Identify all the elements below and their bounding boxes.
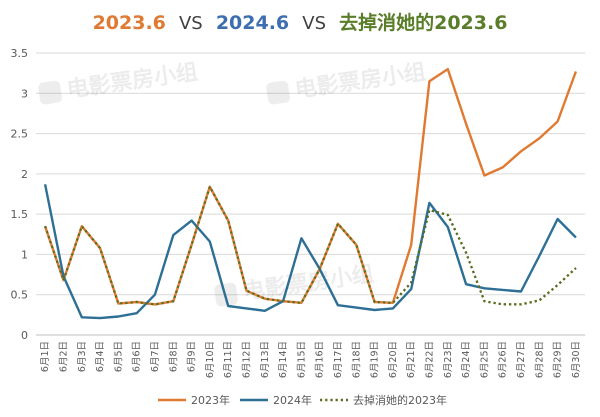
title-2023: 2023.6: [93, 12, 166, 34]
series-line-1: [43, 184, 577, 320]
x-tick-label: 6月11日: [223, 341, 234, 378]
x-tick-label: 6月14日: [278, 341, 289, 378]
y-axis: 0 0.5 1 1.5 2 2.5 3 3.5: [11, 47, 29, 342]
x-tick-label: 6月25日: [479, 341, 490, 378]
series-line-dotted-overlay: [44, 183, 577, 306]
title-removed-2023: 去掉消她的2023.6: [339, 11, 507, 34]
y-tick-label: 2.5: [11, 128, 29, 141]
y-tick-label: 1.5: [11, 208, 29, 221]
x-tick-label: 6月4日: [95, 341, 106, 372]
x-tick-label: 6月26日: [498, 341, 509, 378]
x-tick-label: 6月28日: [534, 341, 545, 378]
title-vs-2: VS: [302, 13, 326, 34]
x-tick-label: 6月30日: [571, 341, 582, 378]
x-tick-label: 6月9日: [187, 341, 198, 372]
x-tick-label: 6月10日: [205, 341, 216, 378]
watermark-logo: 电影票房小组: [266, 59, 428, 105]
legend-label-2: 去掉消她的2023年: [353, 393, 447, 407]
title-vs-1: VS: [179, 13, 203, 34]
x-tick-label: 6月27日: [516, 341, 527, 378]
x-tick-label: 6月6日: [132, 341, 143, 372]
x-tick-label: 6月8日: [168, 341, 179, 372]
y-tick-label: 3: [21, 87, 28, 100]
series-lines: [43, 67, 578, 320]
x-tick-label: 6月22日: [424, 341, 435, 378]
x-tick-label: 6月19日: [370, 341, 381, 378]
legend: 2023年 2024年 去掉消她的2023年: [158, 393, 447, 407]
legend-label-1: 2024年: [273, 393, 312, 407]
chart-title: 2023.6 VS 2024.6 VS 去掉消她的2023.6: [93, 11, 508, 34]
watermark-text: 电影票房小组: [241, 261, 375, 305]
watermark-logo: 电影票房小组: [38, 59, 200, 105]
x-axis: 6月1日 6月2日 6月3日 6月4日 6月5日 6月6日 6月7日 6月8日 6月9日 6月10…: [40, 341, 582, 378]
x-tick-label: 6月5日: [113, 341, 124, 372]
y-tick-label: 3.5: [11, 47, 29, 60]
x-tick-label: 6月23日: [443, 341, 454, 378]
x-tick-label: 6月17日: [333, 341, 344, 378]
x-tick-label: 6月12日: [241, 341, 252, 378]
x-tick-label: 6月20日: [388, 341, 399, 378]
series-line-0: [43, 67, 578, 306]
x-tick-label: 6月21日: [406, 341, 417, 378]
x-tick-label: 6月13日: [260, 341, 271, 378]
watermark-text: 电影票房小组: [293, 59, 427, 103]
y-tick-label: 0: [21, 329, 28, 342]
x-tick-label: 6月18日: [351, 341, 362, 378]
x-tick-label: 6月15日: [296, 341, 307, 378]
x-tick-label: 6月24日: [461, 341, 472, 378]
y-tick-label: 1: [21, 248, 28, 261]
watermark-text: 电影票房小组: [65, 59, 199, 103]
x-tick-label: 6月7日: [150, 341, 161, 372]
x-tick-label: 6月29日: [553, 341, 564, 378]
y-tick-label: 0.5: [11, 289, 29, 302]
x-tick-label: 6月3日: [77, 341, 88, 372]
x-tick-label: 6月2日: [58, 341, 69, 372]
legend-label-0: 2023年: [191, 393, 230, 407]
x-tick-label: 6月1日: [40, 341, 51, 372]
y-tick-label: 2: [21, 168, 28, 181]
title-2024: 2024.6: [216, 12, 289, 34]
x-tick-label: 6月16日: [315, 341, 326, 378]
